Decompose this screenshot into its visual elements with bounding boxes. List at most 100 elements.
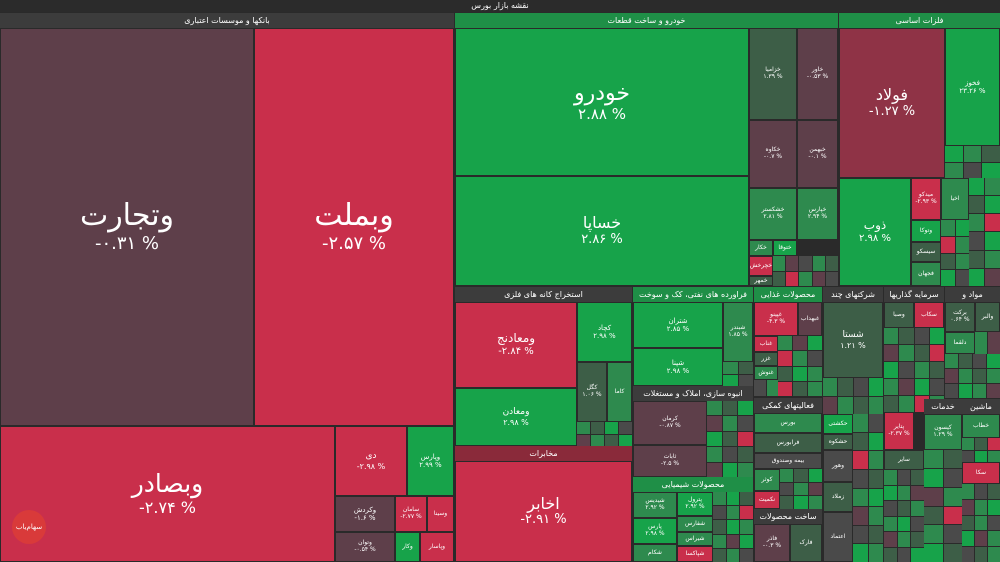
investment-small-tiles	[884, 328, 944, 412]
tile-vsina[interactable]: وسینا	[427, 496, 454, 532]
tile-kama[interactable]: کاما	[607, 362, 632, 422]
tile-kgol[interactable]: کگل ۱.۰۶ %	[577, 362, 607, 422]
tile-ghnino[interactable]: غپینو -۴.۳ %	[754, 302, 798, 336]
sector-header-multi[interactable]: شرکتهای چند	[823, 287, 883, 302]
sector-header-banks[interactable]: بانکها و موسسات اعتباری	[0, 13, 454, 28]
tile-zamlad[interactable]: زملاد	[823, 482, 853, 512]
sector-header-building[interactable]: انبوه سازی، املاک و مستغلات	[633, 386, 753, 401]
tile-ahya[interactable]: اخیا	[941, 178, 969, 220]
tile-ptayer[interactable]: پتایر -۲.۳۷ %	[884, 412, 914, 450]
tile-hakshkoh[interactable]: حشکوه	[823, 434, 853, 450]
tile-fakhouz[interactable]: فخوز ۲۳.۲۶ %	[945, 28, 1000, 146]
tile-shiras[interactable]: شیراس	[677, 532, 713, 546]
tile-zob[interactable]: ذوب ۲.۹۸ %	[839, 178, 911, 286]
tile-ghnoosh[interactable]: غنوش	[754, 366, 778, 380]
tile-change: -۲.۷۷ %	[400, 513, 422, 520]
tile-vbemellat[interactable]: وبملت -۲.۵۷ %	[254, 28, 454, 426]
tile-shpakasa[interactable]: شپاکسا	[677, 546, 713, 562]
sector-header-materials[interactable]: مواد و	[945, 287, 1000, 302]
tile-vkhomit[interactable]: نکمیت	[754, 491, 780, 509]
tile-koor[interactable]: کوثر	[754, 469, 780, 491]
tile-name: میدکو	[918, 191, 934, 199]
tile-khtoghs[interactable]: ختوقا	[773, 240, 797, 256]
tile-khbahman[interactable]: خبهمن -۰.۱ %	[797, 120, 838, 188]
tile-kchad[interactable]: کچاد ۲.۹۸ %	[577, 302, 632, 362]
tile-name: کاما	[614, 387, 625, 395]
tile-khakave[interactable]: خکاوه -۰.۷ %	[749, 120, 797, 188]
tile-hakshti[interactable]: حکشتی	[823, 414, 853, 434]
tile-ghzar[interactable]: غزر	[754, 352, 778, 366]
tile-vmaaden[interactable]: ومعادن ۲.۹۸ %	[455, 388, 577, 446]
tile-dalqma[interactable]: دلقما	[945, 332, 975, 354]
tile-vkardesh[interactable]: وکردش -۱.۶ %	[335, 496, 395, 532]
sector-header-auto[interactable]: خودرو و ساخت قطعات	[455, 13, 838, 28]
tile-faz[interactable]: فاذر -۰.۳ %	[754, 524, 790, 562]
tile-vtejarat[interactable]: وتجارت -۰.۳۱ %	[0, 28, 254, 426]
tile-khkar[interactable]: خکار	[749, 240, 773, 256]
tile-shidis[interactable]: شیدیس ۲.۹۲ %	[633, 492, 677, 518]
tile-name: شیراس	[685, 534, 705, 542]
sector-header-chemical[interactable]: محصولات شیمیایی	[633, 477, 753, 492]
tile-midko[interactable]: میدکو -۲.۹۳ %	[911, 178, 941, 220]
tile-khshakstar[interactable]: خشکستر ۲.۸۱ %	[749, 188, 797, 240]
tile-shbandar[interactable]: شبندر ۱.۸۵ %	[723, 302, 753, 362]
tile-pars[interactable]: پارس ۲.۹۸ %	[633, 518, 677, 544]
tile-khcharkh[interactable]: خچرخش	[749, 256, 773, 276]
tile-sirisko[interactable]: سیسکو	[911, 242, 941, 262]
tile-akhabar[interactable]: اخابر -۲.۹۱ %	[455, 461, 632, 562]
sector-header-petro[interactable]: فراورده های نفتی، کک و سوخت	[633, 287, 753, 302]
sector-header-services[interactable]: خدمات	[924, 399, 962, 414]
sector-header-support[interactable]: فعالیتهای کمکی	[754, 398, 822, 413]
tile-shafars[interactable]: شفارس	[677, 516, 713, 532]
tile-ghbahdab[interactable]: غبهداب	[798, 302, 822, 336]
sector-header-food[interactable]: محصولات غذایی	[754, 287, 822, 302]
tile-khpars[interactable]: خپارس ۲.۹۴ %	[797, 188, 838, 240]
tile-vsabah[interactable]: وصبا	[884, 302, 914, 328]
sector-header-investment[interactable]: سرمایه گذاریها	[884, 287, 944, 302]
tile-vpars[interactable]: وپارس ۲.۹۹ %	[407, 426, 454, 496]
tile-vkar[interactable]: وکار	[395, 532, 420, 562]
tile-etemad[interactable]: اعتماد	[823, 512, 853, 562]
tile-khatab[interactable]: خطاب	[962, 414, 1000, 438]
sector-header-telecom[interactable]: مخابرات	[455, 446, 632, 461]
tile-shetran[interactable]: شتران ۲.۸۵ %	[633, 302, 723, 348]
tile-khzamia[interactable]: خزامیا ۱.۳۹ %	[749, 28, 797, 120]
tile-bime[interactable]: بیمه وصندوق	[754, 453, 822, 469]
tile-vtoka[interactable]: وتوکا	[911, 220, 941, 242]
tile-khavar[interactable]: خاور -۰.۵۳ %	[797, 28, 838, 120]
tile-ptrol[interactable]: پترول ۲.۹۲ %	[677, 492, 713, 516]
tile-ghnab[interactable]: غناب	[754, 336, 778, 352]
tile-sabat[interactable]: ثابات -۲.۵ %	[633, 445, 707, 477]
tile-fajahan[interactable]: فجهان	[911, 262, 941, 286]
tile-sakna[interactable]: سکا	[962, 462, 1000, 484]
tile-folad[interactable]: فولاد -۱.۲۷ %	[839, 28, 945, 178]
sector-header-mining[interactable]: استخراج کانه های فلزی	[455, 287, 632, 302]
tile-bark[interactable]: برکت ۰.۶۴ %	[945, 302, 975, 332]
tile-khmehr[interactable]: خمهر	[749, 276, 773, 286]
sector-header-metal-products[interactable]: ساخت محصولات	[754, 509, 822, 524]
tile-shakam[interactable]: شکام	[633, 544, 677, 562]
tile-farak[interactable]: فارک	[790, 524, 822, 562]
tile-saman[interactable]: سامان -۲.۷۷ %	[395, 496, 427, 532]
tile-bours[interactable]: بورس	[754, 413, 822, 433]
tile-faraboors[interactable]: فرابورس	[754, 433, 822, 453]
tile-shpna[interactable]: شپنا ۲.۹۸ %	[633, 348, 723, 386]
tile-name: کچاد	[597, 323, 612, 332]
tile-khodro[interactable]: خودرو ۲.۸۸ %	[455, 28, 749, 176]
tile-kerman[interactable]: کرمان -۰.۸۷ %	[633, 401, 707, 445]
sector-header-machinery[interactable]: ماشین	[962, 399, 1000, 414]
tile-shasta[interactable]: شستا ۱.۲۱ %	[823, 302, 883, 378]
tile-vmaaden-nj[interactable]: ومعادنج -۲.۸۴ %	[455, 302, 577, 388]
sector-header-metals[interactable]: فلزات اساسی	[839, 13, 1000, 28]
tile-day[interactable]: دی -۲.۹۸ %	[335, 426, 407, 496]
tile-khsapa[interactable]: خساپا ۲.۸۶ %	[455, 176, 749, 286]
tile-vbsader[interactable]: وبصادر -۲.۷۴ %	[0, 426, 335, 562]
tile-vsakab[interactable]: سکاب	[914, 302, 944, 328]
tile-saba[interactable]: سایر	[884, 450, 924, 470]
tile-vhour[interactable]: وهور	[823, 450, 853, 482]
tile-vlbor[interactable]: والبر	[975, 302, 1000, 332]
tile-name: خپارس	[808, 206, 827, 214]
tile-vtovan[interactable]: وتوان -۰.۵۴ %	[335, 532, 395, 562]
tile-kisoon[interactable]: کیسون ۱.۲۹ %	[924, 414, 962, 450]
tile-vpasar[interactable]: وپاسار	[420, 532, 454, 562]
